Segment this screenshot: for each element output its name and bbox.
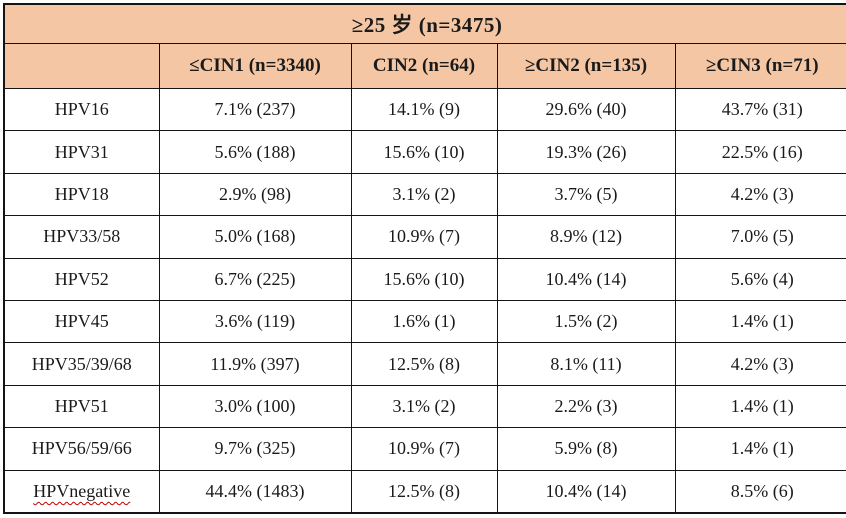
row-label: HPV33/58 <box>3 215 160 259</box>
data-cell: 5.9% (8) <box>496 427 676 471</box>
table-row: HPVnegative 44.4% (1483) 12.5% (8) 10.4%… <box>3 469 846 514</box>
row-label: HPV16 <box>3 87 160 132</box>
row-label: HPV56/59/66 <box>3 427 160 471</box>
data-cell: 7.0% (5) <box>674 215 846 259</box>
data-cell: 15.6% (10) <box>350 257 498 301</box>
data-cell: 3.1% (2) <box>350 172 498 217</box>
table-row: HPV16 7.1% (237) 14.1% (9) 29.6% (40) 43… <box>3 87 846 132</box>
column-header-ge-cin2: ≥CIN2 (n=135) <box>496 43 676 89</box>
table-row: HPV45 3.6% (119) 1.6% (1) 1.5% (2) 1.4% … <box>3 299 846 344</box>
data-cell: 10.4% (14) <box>496 469 676 514</box>
data-cell: 2.2% (3) <box>496 384 676 429</box>
data-cell: 22.5% (16) <box>674 130 846 174</box>
data-cell: 6.7% (225) <box>158 257 352 301</box>
data-cell: 8.1% (11) <box>496 342 676 386</box>
data-cell: 4.2% (3) <box>674 172 846 217</box>
row-label-text: HPV16 <box>54 99 109 120</box>
row-label: HPVnegative <box>3 469 160 514</box>
data-cell: 2.9% (98) <box>158 172 352 217</box>
row-label-text: HPV51 <box>54 395 109 416</box>
row-label: HPV35/39/68 <box>3 342 160 386</box>
row-label: HPV52 <box>3 257 160 301</box>
data-cell: 1.4% (1) <box>674 299 846 344</box>
data-cell: 10.9% (7) <box>350 427 498 471</box>
data-cell: 7.1% (237) <box>158 87 352 132</box>
data-cell: 3.0% (100) <box>158 384 352 429</box>
data-cell: 10.4% (14) <box>496 257 676 301</box>
data-cell: 44.4% (1483) <box>158 469 352 514</box>
row-label-text: HPV18 <box>54 183 109 204</box>
data-cell: 5.6% (188) <box>158 130 352 174</box>
data-cell: 12.5% (8) <box>350 342 498 386</box>
table-row: HPV18 2.9% (98) 3.1% (2) 3.7% (5) 4.2% (… <box>3 172 846 217</box>
table-row: HPV51 3.0% (100) 3.1% (2) 2.2% (3) 1.4% … <box>3 384 846 429</box>
data-cell: 11.9% (397) <box>158 342 352 386</box>
data-cell: 29.6% (40) <box>496 87 676 132</box>
table-row: HPV35/39/68 11.9% (397) 12.5% (8) 8.1% (… <box>3 342 846 386</box>
data-cell: 43.7% (31) <box>674 87 846 132</box>
column-header-empty <box>3 43 160 89</box>
data-cell: 1.4% (1) <box>674 384 846 429</box>
column-header-cin2: CIN2 (n=64) <box>350 43 498 89</box>
data-cell: 19.3% (26) <box>496 130 676 174</box>
table-row: HPV52 6.7% (225) 15.6% (10) 10.4% (14) 5… <box>3 257 846 301</box>
row-label-text: HPV33/58 <box>43 226 121 247</box>
hpv-cin-prevalence-table: ≥25 岁 (n=3475) ≤CIN1 (n=3340) CIN2 (n=64… <box>3 3 846 514</box>
data-cell: 14.1% (9) <box>350 87 498 132</box>
data-cell: 3.7% (5) <box>496 172 676 217</box>
column-header-le-cin1: ≤CIN1 (n=3340) <box>158 43 352 89</box>
column-header-ge-cin3: ≥CIN3 (n=71) <box>674 43 846 89</box>
row-label-text-misspelled: HPVnegative <box>33 480 131 501</box>
data-cell: 5.6% (4) <box>674 257 846 301</box>
table-title: ≥25 岁 (n=3475) <box>3 3 846 44</box>
table-title-row: ≥25 岁 (n=3475) <box>3 3 846 44</box>
data-cell: 8.5% (6) <box>674 469 846 514</box>
row-label: HPV51 <box>3 384 160 429</box>
table-row: HPV33/58 5.0% (168) 10.9% (7) 8.9% (12) … <box>3 215 846 259</box>
table-row: HPV56/59/66 9.7% (325) 10.9% (7) 5.9% (8… <box>3 427 846 471</box>
data-cell: 4.2% (3) <box>674 342 846 386</box>
row-label: HPV31 <box>3 130 160 174</box>
table-row: HPV31 5.6% (188) 15.6% (10) 19.3% (26) 2… <box>3 130 846 174</box>
row-label-text: HPV31 <box>54 141 109 162</box>
data-cell: 3.1% (2) <box>350 384 498 429</box>
data-cell: 1.4% (1) <box>674 427 846 471</box>
data-cell: 15.6% (10) <box>350 130 498 174</box>
row-label: HPV45 <box>3 299 160 344</box>
data-cell: 3.6% (119) <box>158 299 352 344</box>
table-header-row: ≤CIN1 (n=3340) CIN2 (n=64) ≥CIN2 (n=135)… <box>3 43 846 89</box>
row-label-text: HPV45 <box>54 311 109 332</box>
data-cell: 1.6% (1) <box>350 299 498 344</box>
data-cell: 12.5% (8) <box>350 469 498 514</box>
row-label-text: HPV56/59/66 <box>31 438 132 459</box>
row-label-text: HPV35/39/68 <box>31 353 132 374</box>
data-cell: 9.7% (325) <box>158 427 352 471</box>
data-cell: 1.5% (2) <box>496 299 676 344</box>
data-cell: 8.9% (12) <box>496 215 676 259</box>
data-cell: 5.0% (168) <box>158 215 352 259</box>
data-cell: 10.9% (7) <box>350 215 498 259</box>
row-label-text: HPV52 <box>54 268 109 289</box>
row-label: HPV18 <box>3 172 160 217</box>
